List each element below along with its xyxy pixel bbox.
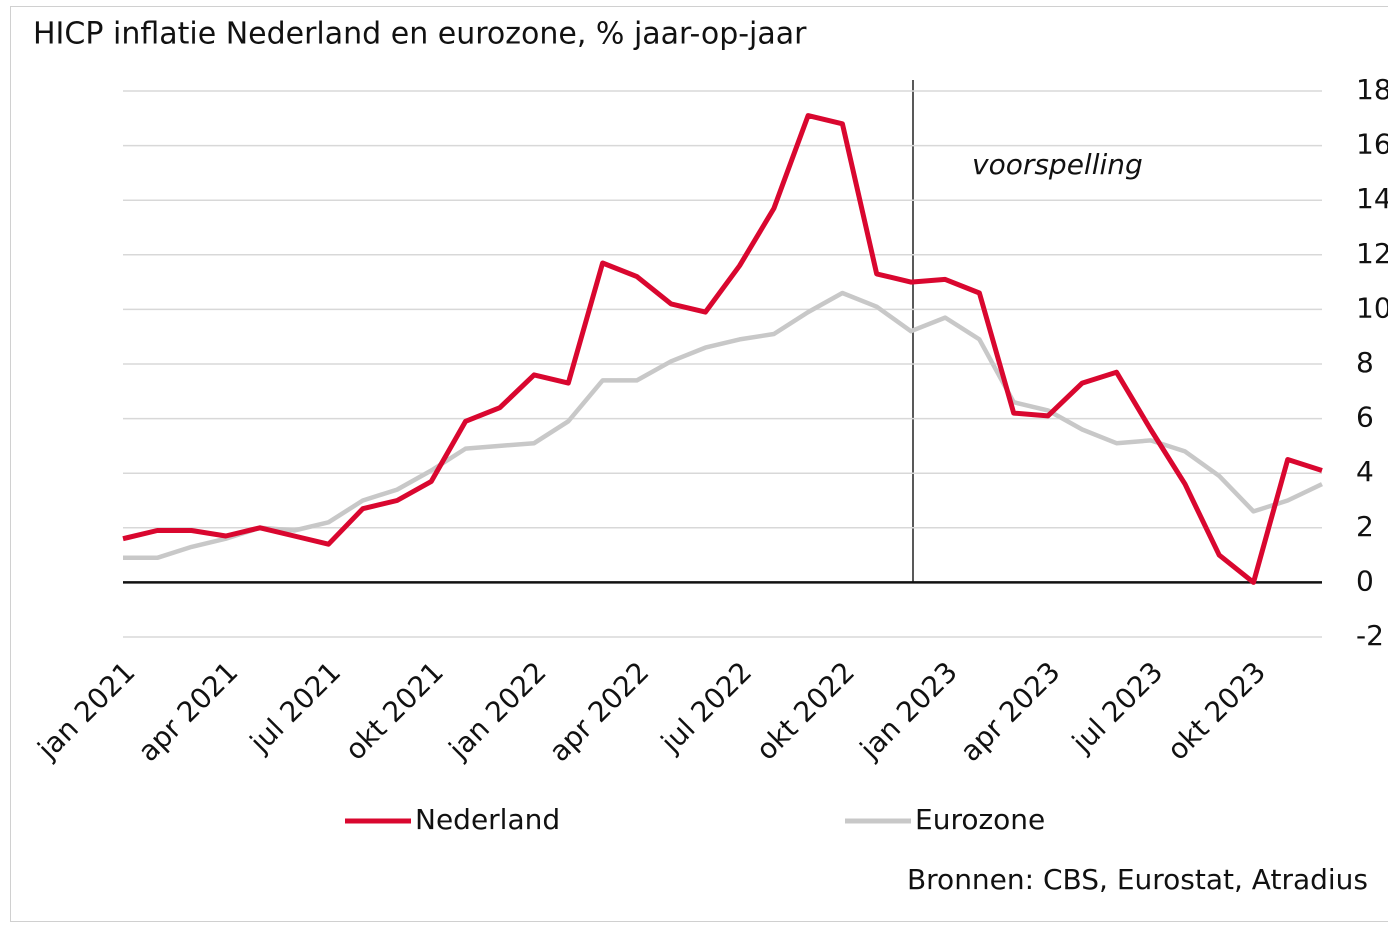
annotation: voorspelling <box>972 148 1143 181</box>
y-tick-label: 10 <box>1356 291 1388 324</box>
y-tick-label: 8 <box>1356 346 1374 379</box>
y-tick-label: 4 <box>1356 455 1374 488</box>
y-tick-label: 2 <box>1356 510 1374 543</box>
y-tick-label: 18 <box>1356 73 1388 106</box>
y-tick-label: 14 <box>1356 182 1388 215</box>
source: Bronnen: CBS, Eurostat, Atradius <box>907 863 1368 896</box>
chart-title: HICP inflatie Nederland en eurozone, % j… <box>33 17 807 52</box>
y-tick-label: 6 <box>1356 401 1374 434</box>
y-tick-label: -2 <box>1356 619 1384 652</box>
series-line <box>122 113 1323 585</box>
series-line <box>123 290 1323 561</box>
y-tick-label: 12 <box>1356 237 1388 270</box>
y-tick-label: 16 <box>1356 128 1388 161</box>
y-tick-label: 0 <box>1356 564 1374 597</box>
legend-label: Nederland <box>415 803 560 836</box>
legend-label: Eurozone <box>915 803 1045 836</box>
frame <box>10 6 1388 922</box>
